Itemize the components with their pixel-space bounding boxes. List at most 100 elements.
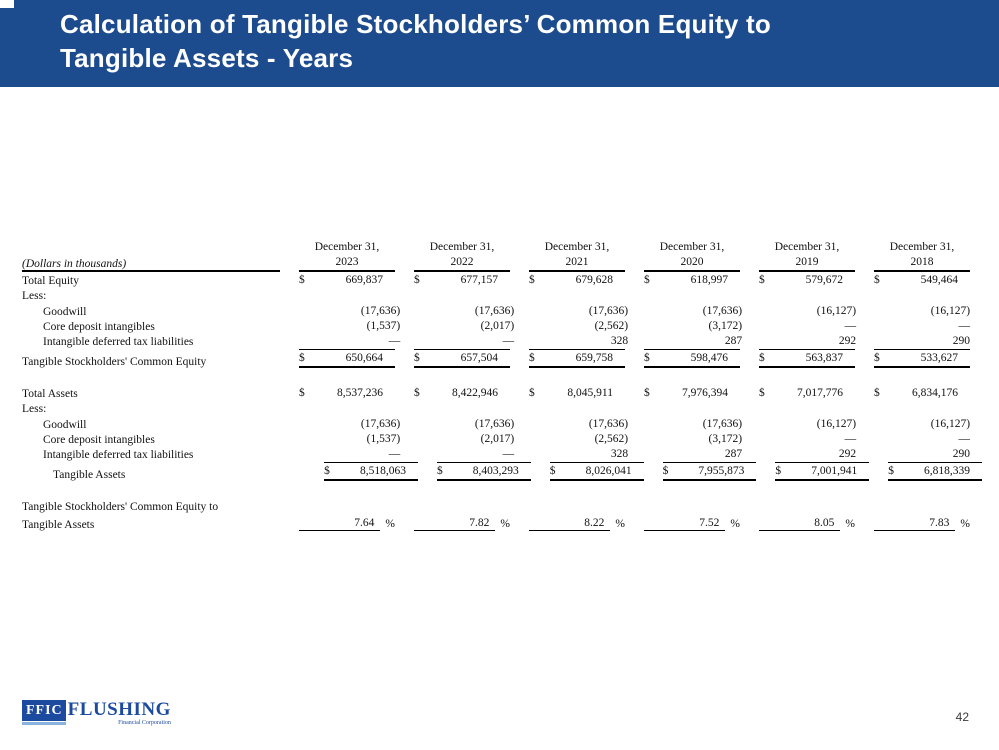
value-cell: $563,837 (759, 348, 855, 368)
table-row-intangible-deferred: Intangible deferred tax liabilities — — … (22, 333, 982, 348)
row-spacer (22, 481, 982, 498)
value-cell: $6,834,176 (874, 387, 958, 400)
value-cell: 8.22% (529, 516, 625, 532)
dollar-sign: $ (529, 387, 535, 400)
percent-sign: % (385, 518, 395, 531)
value-cell: (17,636) (360, 304, 401, 317)
value-cell: — (844, 319, 857, 332)
value-cell: $677,157 (414, 274, 498, 287)
row-label: Core deposit intangibles (43, 320, 155, 333)
year-column-header: December 31, 2023 (299, 240, 395, 272)
year-column-header: December 31, 2020 (644, 240, 740, 272)
dollar-sign: $ (529, 274, 535, 287)
dollar-sign: $ (299, 274, 305, 287)
value-cell: 290 (952, 447, 971, 460)
value-cell: 7.64% (299, 516, 395, 532)
value-cell: $598,476 (644, 348, 740, 368)
dollar-sign: $ (874, 387, 880, 400)
year-column-header: December 31, 2022 (414, 240, 510, 272)
value-cell: $533,627 (874, 348, 970, 368)
value-cell: $669,837 (299, 274, 383, 287)
row-label: Tangible Stockholders' Common Equity (22, 355, 207, 368)
value-cell: (1,537) (366, 319, 401, 332)
dollar-sign: $ (414, 387, 420, 400)
value-cell: $8,422,946 (414, 387, 498, 400)
table-row-goodwill: Goodwill (17,636) (17,636) (17,636) (17,… (22, 415, 982, 431)
table-row-core-deposit: Core deposit intangibles (1,537) (2,017)… (22, 318, 982, 333)
row-label: Goodwill (43, 305, 87, 318)
value-cell: 292 (838, 334, 857, 347)
table-row-core-deposit: Core deposit intangibles (1,537) (2,017)… (22, 431, 982, 446)
row-label: Total Assets (22, 388, 78, 401)
value-cell: (17,636) (474, 304, 515, 317)
percent-sign: % (960, 518, 970, 531)
logo-accent-bar (22, 722, 66, 725)
dollar-sign: $ (529, 351, 535, 364)
dollar-sign: $ (644, 387, 650, 400)
company-logo: FFIC FLUSHING Financial Corporation (22, 700, 171, 727)
table-row-tangible-assets: Tangible Assets $8,518,063 $8,403,293 $8… (22, 461, 982, 481)
dollar-sign: $ (759, 387, 765, 400)
value-cell: $8,518,063 (324, 461, 418, 481)
title-bar-notch (0, 0, 14, 8)
row-label: Tangible Stockholders' Common Equity to (22, 501, 219, 514)
value-cell: (16,127) (930, 417, 971, 430)
value-cell: (3,172) (708, 319, 743, 332)
value-cell: — (958, 319, 971, 332)
dollar-sign: $ (414, 351, 420, 364)
value-cell: $7,976,394 (644, 387, 728, 400)
value-cell: 328 (610, 334, 629, 347)
value-cell: $8,537,236 (299, 387, 383, 400)
value-cell: 328 (610, 447, 629, 460)
value-cell: 7.52% (644, 516, 740, 532)
table-row-less: Less: (22, 287, 982, 302)
value-cell: (3,172) (708, 432, 743, 445)
value-cell: $659,758 (529, 348, 625, 368)
row-label: Core deposit intangibles (43, 433, 155, 446)
value-cell: (17,636) (702, 304, 743, 317)
value-cell: $7,955,873 (662, 461, 757, 481)
percent-sign: % (845, 518, 855, 531)
value-cell: 8.05% (759, 516, 855, 532)
value-cell: 290 (952, 334, 971, 347)
value-cell: (17,636) (588, 417, 629, 430)
dollar-sign: $ (759, 274, 765, 287)
page-number: 42 (955, 710, 969, 724)
value-cell: (2,017) (480, 319, 515, 332)
row-label: Tangible Assets (22, 519, 95, 532)
logo-company-name: FLUSHING (67, 699, 171, 720)
row-spacer (22, 368, 982, 385)
year-column-header: December 31, 2021 (529, 240, 625, 272)
value-cell: $8,045,911 (529, 387, 613, 400)
dollar-sign: $ (759, 351, 765, 364)
value-cell: 7.83% (874, 516, 970, 532)
value-cell: 287 (724, 334, 743, 347)
table-header-row: (Dollars in thousands) December 31, 2023… (22, 240, 982, 272)
dollar-sign: $ (299, 387, 305, 400)
value-cell: (16,127) (816, 417, 857, 430)
units-label: (Dollars in thousands) (22, 258, 280, 272)
dollar-sign: $ (874, 274, 880, 287)
percent-sign: % (730, 518, 740, 531)
value-cell: (17,636) (474, 417, 515, 430)
row-label: Intangible deferred tax liabilities (43, 448, 194, 461)
table-row-less: Less: (22, 400, 982, 415)
value-cell: — (388, 334, 401, 347)
logo-tagline: Financial Corporation (118, 720, 171, 726)
table-row-ratio-label: Tangible Stockholders' Common Equity to (22, 498, 982, 513)
title-bar: Calculation of Tangible Stockholders’ Co… (0, 0, 999, 87)
value-cell: — (958, 432, 971, 445)
value-cell: (17,636) (360, 417, 401, 430)
value-cell: $618,997 (644, 274, 728, 287)
value-cell: — (844, 432, 857, 445)
logo-name-block: FLUSHING Financial Corporation (68, 700, 171, 727)
row-label: Less: (22, 403, 47, 416)
value-cell: — (502, 334, 515, 347)
value-cell: (2,017) (480, 432, 515, 445)
slide-title-line1: Calculation of Tangible Stockholders’ Co… (60, 9, 771, 39)
table-row-ratio-values: Tangible Assets 7.64% 7.82% 8.22% 7.52% … (22, 513, 982, 532)
value-cell: — (502, 447, 515, 460)
table-row-total-assets: Total Assets $8,537,236 $8,422,946 $8,04… (22, 385, 982, 400)
year-column-header: December 31, 2018 (874, 240, 970, 272)
